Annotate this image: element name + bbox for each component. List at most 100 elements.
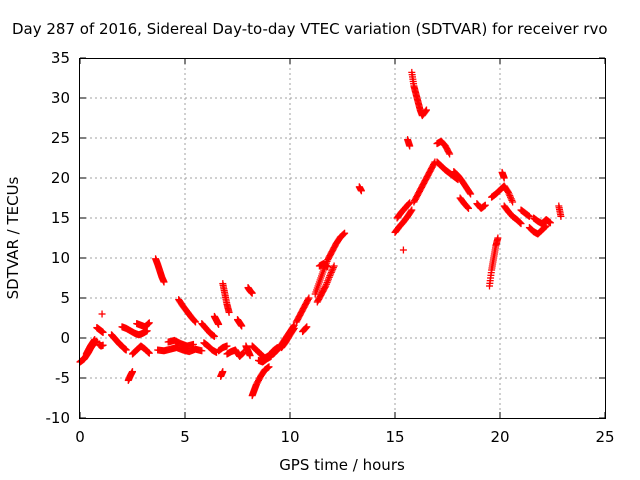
data-point — [505, 190, 513, 198]
data-point — [98, 310, 106, 318]
data-point — [504, 188, 512, 196]
data-point — [145, 319, 153, 327]
data-point — [210, 332, 218, 340]
data-point — [407, 207, 415, 215]
data-point — [290, 325, 297, 333]
y-tick-label: 35 — [51, 49, 70, 67]
y-tick-label: 10 — [51, 249, 70, 267]
data-point — [557, 212, 565, 220]
y-tick-label: -5 — [55, 369, 70, 387]
data-point — [406, 199, 414, 207]
data-point — [225, 308, 233, 316]
y-tick-label: 20 — [51, 169, 70, 187]
data-point — [481, 201, 489, 209]
data-point — [321, 283, 329, 291]
data-point — [246, 352, 254, 360]
data-point — [329, 265, 337, 273]
data-point — [122, 346, 130, 354]
x-tick-label: 25 — [595, 428, 614, 446]
data-point — [223, 342, 231, 350]
data-point — [265, 363, 273, 371]
x-tick-label: 5 — [180, 428, 190, 446]
data-point — [466, 189, 474, 197]
data-point — [339, 231, 347, 239]
data-point — [506, 192, 514, 200]
data-point — [145, 349, 153, 357]
data-point — [327, 270, 335, 278]
data-point — [467, 190, 475, 198]
data-point — [303, 323, 311, 331]
data-point — [546, 219, 554, 227]
chart-title: Day 287 of 2016, Sidereal Day-to-day VTE… — [12, 20, 608, 38]
data-point — [215, 320, 223, 328]
data-point — [144, 320, 152, 328]
data-point — [423, 106, 430, 114]
x-tick-label: 10 — [280, 428, 299, 446]
data-point — [219, 368, 227, 376]
data-point — [198, 347, 206, 355]
data-point — [290, 324, 298, 332]
data-point — [516, 219, 524, 227]
data-point — [542, 223, 549, 231]
y-tick-label: 15 — [51, 209, 70, 227]
data-point — [190, 316, 198, 324]
y-tick-label: 0 — [60, 329, 70, 347]
data-point — [145, 319, 153, 327]
data-point — [500, 174, 508, 182]
data-point — [304, 295, 312, 303]
data-point — [143, 327, 151, 335]
data-point — [507, 195, 515, 203]
data-point — [422, 107, 430, 115]
data-point — [238, 322, 246, 330]
data-point — [340, 230, 348, 238]
data-point — [463, 203, 471, 211]
x-axis-label: GPS time / hours — [279, 456, 405, 474]
data-point — [302, 324, 310, 332]
data-point — [238, 350, 246, 358]
data-point — [248, 289, 256, 297]
data-point — [324, 263, 332, 271]
data-point — [144, 348, 152, 356]
data-point — [542, 222, 550, 230]
data-point — [327, 268, 335, 276]
y-tick-label: 25 — [51, 129, 70, 147]
data-point — [525, 212, 533, 220]
data-point — [446, 150, 454, 158]
data-point — [326, 272, 334, 280]
data-point — [189, 340, 197, 348]
data-point — [509, 198, 517, 206]
x-tick-label: 15 — [385, 428, 404, 446]
data-point — [517, 220, 525, 228]
data-point — [341, 229, 349, 237]
data-point — [406, 142, 414, 150]
data-point — [99, 341, 107, 349]
data-point — [328, 267, 336, 275]
x-tick-label: 0 — [75, 428, 85, 446]
x-tick-label: 20 — [490, 428, 509, 446]
y-tick-label: 30 — [51, 89, 70, 107]
data-point — [508, 196, 516, 204]
data-point — [465, 204, 472, 212]
data-points — [76, 68, 565, 400]
data-point — [494, 234, 502, 242]
data-point — [239, 349, 247, 357]
axis-ticks: 0 5 10 15 20 25 -10 -5 0 5 10 15 20 25 30 35 — [46, 49, 615, 446]
y-tick-label: 5 — [60, 289, 70, 307]
data-point — [445, 149, 453, 157]
data-point — [357, 187, 365, 195]
data-point — [301, 324, 309, 332]
data-point — [145, 349, 153, 357]
data-point — [399, 246, 407, 254]
plot-frame — [79, 58, 606, 419]
data-point — [160, 278, 168, 286]
data-point — [405, 200, 413, 208]
data-point — [541, 223, 549, 231]
data-point — [408, 206, 416, 214]
data-point — [192, 318, 199, 326]
y-axis-label: SDTVAR / TECUs — [4, 176, 22, 299]
data-point — [191, 317, 199, 325]
data-point — [99, 328, 107, 336]
data-point — [507, 193, 514, 201]
data-point — [329, 264, 337, 272]
